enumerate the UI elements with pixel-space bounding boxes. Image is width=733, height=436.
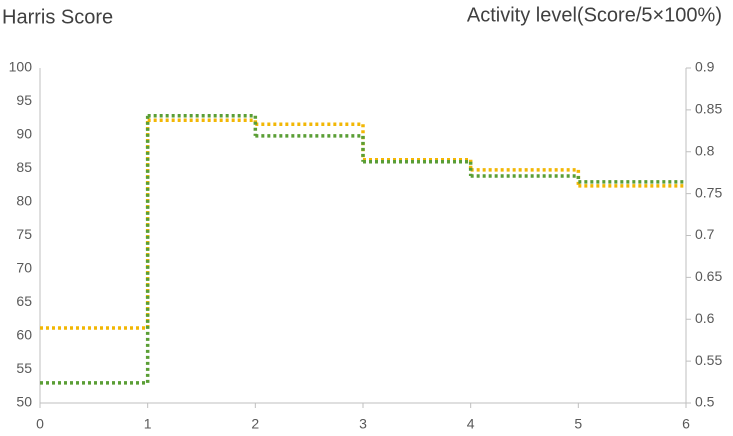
- x-tick-label: 5: [574, 416, 582, 432]
- x-tick-label: 3: [359, 416, 367, 432]
- y-tick-label: 80: [16, 193, 32, 209]
- y-tick-label: 95: [16, 92, 32, 108]
- x-tick-label: 2: [251, 416, 259, 432]
- y2-tick-label: 0.85: [695, 101, 722, 117]
- y2-tick-label: 0.6: [695, 310, 715, 326]
- y2-tick-label: 0.75: [695, 184, 722, 200]
- y-tick-label: 100: [9, 59, 33, 75]
- y2-tick-label: 0.9: [695, 59, 715, 75]
- y-tick-label: 75: [16, 226, 32, 242]
- y-tick-label: 60: [16, 327, 32, 343]
- x-tick-label: 1: [144, 416, 152, 432]
- y2-tick-label: 0.5: [695, 394, 715, 410]
- y-tick-label: 90: [16, 126, 32, 142]
- x-tick-label: 6: [682, 416, 690, 432]
- x-tick-label: 4: [467, 416, 475, 432]
- y-tick-label: 50: [16, 394, 32, 410]
- y2-tick-label: 0.8: [695, 142, 715, 158]
- y-tick-label: 70: [16, 260, 32, 276]
- y-tick-label: 65: [16, 293, 32, 309]
- x-tick-label: 0: [36, 416, 44, 432]
- left-axis-title: Harris Score: [2, 6, 113, 28]
- y-tick-label: 55: [16, 360, 32, 376]
- y2-tick-label: 0.55: [695, 352, 722, 368]
- y-tick-label: 85: [16, 159, 32, 175]
- y2-tick-label: 0.7: [695, 226, 715, 242]
- y2-tick-label: 0.65: [695, 268, 722, 284]
- right-axis-title: Activity level(Score/5×100%): [467, 4, 722, 26]
